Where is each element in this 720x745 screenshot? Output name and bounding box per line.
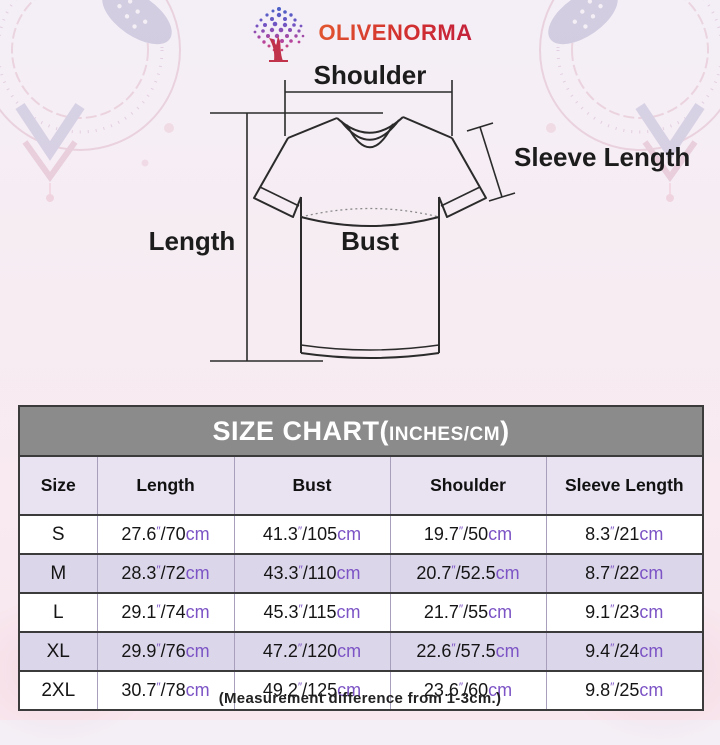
measurement-cell: 49.2″/125cm: [233, 671, 390, 710]
bust-label: Bust: [341, 226, 399, 256]
table-row: 2XL 30.7″/78cm 49.2″/125cm 23.6″/60cm 9.8″/2…: [19, 671, 704, 710]
measurement-cell: 28.3″/72cm: [96, 554, 234, 594]
size-cell: 2XL: [19, 671, 97, 710]
measurement-cell: 8.7″/22cm: [545, 554, 704, 594]
size-chart-title: SIZE CHART(INCHES/CM): [19, 406, 704, 457]
size-cell: XL: [19, 632, 97, 672]
brand-header: OLIVENORMA: [0, 2, 720, 64]
measurement-note: (Measurement difference from 1-3cm.): [218, 690, 502, 707]
length-label: Length: [149, 226, 236, 256]
measurement-cell: 27.6″/70cm: [96, 515, 234, 555]
title-unit: INCHES/CM: [388, 423, 501, 445]
bust-ellipse: [300, 207, 440, 227]
measurement-cell: 20.7″/52.5cm: [389, 554, 546, 594]
title-main: SIZE CHART(: [212, 415, 389, 446]
measurement-cell: 43.3″/110cm: [233, 554, 390, 594]
size-cell: S: [19, 515, 97, 555]
size-cell: M: [19, 554, 97, 594]
shoulder-label: Shoulder: [314, 60, 427, 90]
measurement-cell: 9.1″/23cm: [545, 593, 704, 633]
table-row: XL 29.9″/76cm 47.2″/120cm 22.6″/57.5cm 9.4″/…: [19, 632, 704, 672]
size-table-body: S 27.6″/70cm 41.3″/105cm 19.7″/50cm 8.3″/21c…: [19, 515, 704, 710]
column-header: Sleeve Length: [545, 456, 704, 516]
sleeve-length-label: Sleeve Length: [514, 142, 690, 172]
measurement-cell: 9.4″/24cm: [545, 632, 704, 672]
brand-name: OLIVENORMA: [318, 20, 473, 45]
column-header-row: Size Length Bust Shoulder Sleeve Length: [19, 456, 704, 516]
measurement-cell: 22.6″/57.5cm: [389, 632, 546, 672]
measurement-cell: 30.7″/78cm: [96, 671, 234, 710]
measurement-cell: 8.3″/21cm: [545, 515, 704, 555]
column-header: Length: [96, 456, 234, 516]
measurement-cell: 41.3″/105cm: [233, 515, 390, 555]
measurement-cell: 29.9″/76cm: [96, 632, 234, 672]
measurement-cell: 47.2″/120cm: [233, 632, 390, 672]
measurement-cell: 19.7″/50cm: [389, 515, 546, 555]
measurement-cell: 21.7″/55cm: [389, 593, 546, 633]
tshirt-measurement-diagram: Shoulder Sleeve Length Length Bust: [149, 60, 690, 362]
measurement-cell: 9.8″/25cm: [545, 671, 704, 710]
tree-logo-icon: [254, 7, 305, 62]
measurement-cell: 29.1″/74cm: [96, 593, 234, 633]
measurement-cell: 45.3″/115cm: [233, 593, 390, 633]
table-row: L 29.1″/74cm 45.3″/115cm 21.7″/55cm 9.1″/23c…: [19, 593, 704, 633]
table-row: M 28.3″/72cm 43.3″/110cm 20.7″/52.5cm 8.7″/2…: [19, 554, 704, 594]
title-row: SIZE CHART(INCHES/CM): [19, 406, 704, 457]
table-row: S 27.6″/70cm 41.3″/105cm 19.7″/50cm 8.3″/21c…: [19, 515, 704, 555]
size-chart-section: SIZE CHART(INCHES/CM) Size Length Bust Shou…: [18, 405, 705, 711]
column-header: Size: [19, 456, 97, 516]
column-header: Bust: [233, 456, 390, 516]
tshirt-outline: [253, 116, 487, 359]
size-chart-table: SIZE CHART(INCHES/CM) Size Length Bust Shou…: [18, 405, 705, 711]
size-cell: L: [19, 593, 97, 633]
title-close: ): [500, 415, 510, 446]
column-header: Shoulder: [389, 456, 546, 516]
measurement-cell: 23.6″/60cm: [389, 671, 546, 710]
measurement-lines: [210, 80, 516, 362]
